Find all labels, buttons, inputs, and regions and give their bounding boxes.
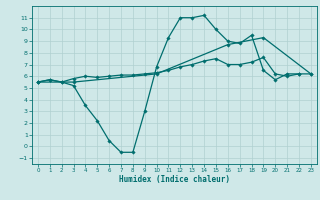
X-axis label: Humidex (Indice chaleur): Humidex (Indice chaleur) [119,175,230,184]
